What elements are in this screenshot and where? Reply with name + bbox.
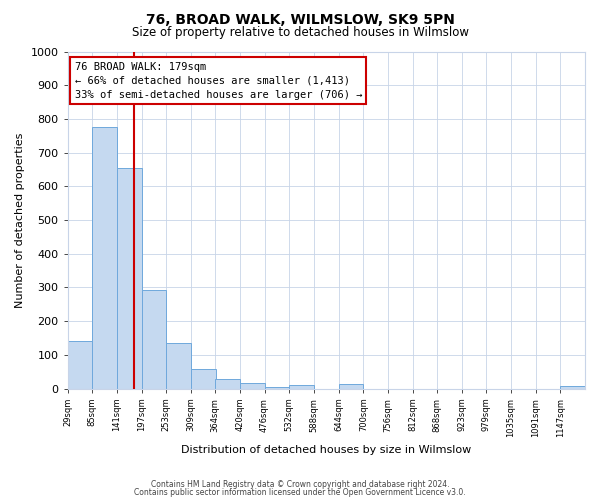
Bar: [117, 168, 142, 388]
Text: 76, BROAD WALK, WILMSLOW, SK9 5PN: 76, BROAD WALK, WILMSLOW, SK9 5PN: [146, 12, 454, 26]
Bar: [68, 342, 92, 388]
Text: Contains HM Land Registry data © Crown copyright and database right 2024.: Contains HM Land Registry data © Crown c…: [151, 480, 449, 489]
Y-axis label: Number of detached properties: Number of detached properties: [15, 132, 25, 308]
Text: Contains public sector information licensed under the Open Government Licence v3: Contains public sector information licen…: [134, 488, 466, 497]
Bar: [338, 384, 364, 388]
Bar: [92, 128, 117, 388]
Bar: [166, 343, 191, 388]
Bar: [142, 290, 166, 388]
Bar: [265, 387, 289, 388]
Text: 76 BROAD WALK: 179sqm
← 66% of detached houses are smaller (1,413)
33% of semi-d: 76 BROAD WALK: 179sqm ← 66% of detached …: [74, 62, 362, 100]
Bar: [191, 370, 215, 388]
Bar: [215, 378, 240, 388]
Bar: [289, 384, 314, 388]
Bar: [240, 383, 265, 388]
Bar: [560, 386, 585, 388]
Text: Size of property relative to detached houses in Wilmslow: Size of property relative to detached ho…: [131, 26, 469, 39]
X-axis label: Distribution of detached houses by size in Wilmslow: Distribution of detached houses by size …: [181, 445, 472, 455]
